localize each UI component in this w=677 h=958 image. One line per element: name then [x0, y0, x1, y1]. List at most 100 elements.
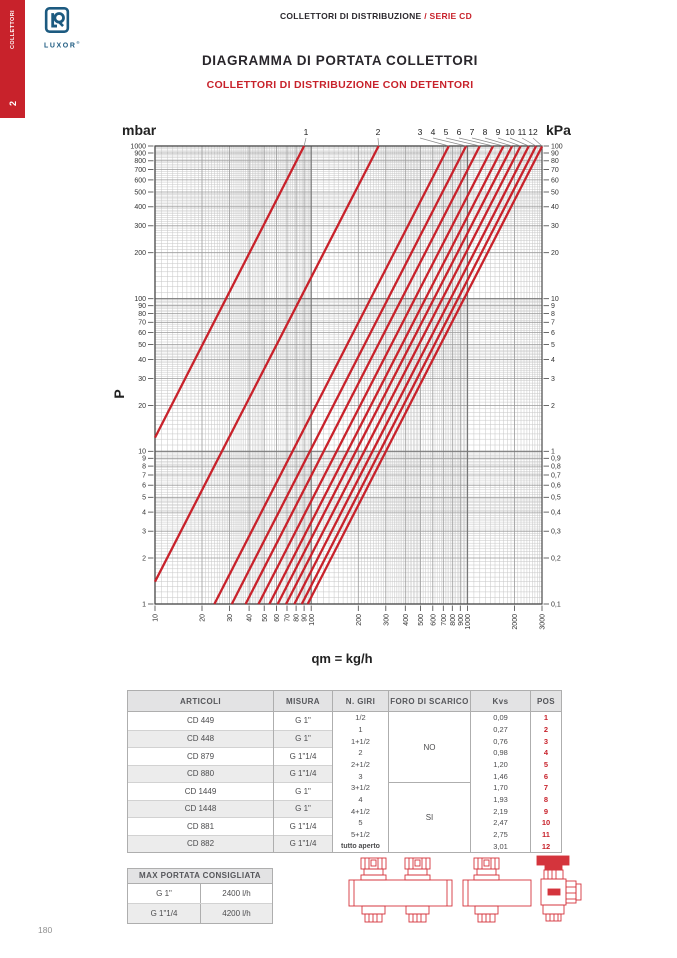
svg-text:2: 2 — [551, 403, 555, 410]
svg-text:6: 6 — [142, 483, 146, 490]
manifold-right — [462, 855, 582, 923]
brand-name: LUXOR — [44, 42, 77, 50]
kvs-curve-6 — [257, 145, 495, 605]
svg-text:8: 8 — [142, 464, 146, 471]
svg-text:0,2: 0,2 — [551, 555, 561, 562]
svg-text:60: 60 — [138, 330, 146, 337]
svg-text:50: 50 — [262, 614, 269, 622]
y-right-unit-label: kPa — [546, 122, 571, 138]
valve-cap-icon — [360, 857, 387, 881]
svg-text:900: 900 — [134, 150, 146, 157]
pos-cell: 12 — [541, 841, 551, 851]
x-axis-ticks: 10 20 30 40 50 60 70 80 90 100 200 300 400 500 600 700 8… — [153, 605, 547, 630]
outlet-fitting-icon — [474, 905, 499, 923]
max-size-cell: G 1" — [156, 889, 172, 898]
pos-cell: 8 — [543, 794, 549, 804]
svg-text:40: 40 — [138, 357, 146, 364]
kvs-curve-2 — [153, 145, 380, 583]
pos-cell: 2 — [543, 724, 549, 734]
svg-text:900: 900 — [458, 614, 465, 626]
article-size-cell: G 1"1/4 — [274, 747, 332, 765]
curve-label-7: 7 — [470, 127, 475, 137]
svg-text:90: 90 — [138, 303, 146, 310]
foro-cell-no: NO — [423, 742, 436, 752]
misura-column: G 1" G 1" G 1"1/4 G 1"1/4 G 1" G 1" G 1"1/4 G 1… — [274, 712, 333, 852]
kvs-cell: 2,47 — [493, 818, 508, 828]
curve-label-10: 10 — [505, 127, 515, 137]
grid — [154, 145, 543, 605]
svg-text:500: 500 — [418, 614, 425, 626]
giri-cell: 1 — [358, 724, 363, 734]
svg-text:1000: 1000 — [465, 614, 472, 630]
kvs-curve-4 — [230, 145, 468, 605]
manifold-drawing — [343, 853, 583, 958]
curve-label-4: 4 — [431, 127, 436, 137]
pos-cell: 4 — [543, 748, 549, 758]
curve-labels: 1 2 3 4 5 6 7 8 9 10 11 12 — [304, 127, 543, 147]
svg-text:30: 30 — [227, 614, 234, 622]
svg-text:3000: 3000 — [540, 614, 547, 630]
svg-text:0,5: 0,5 — [551, 495, 561, 502]
svg-text:4: 4 — [142, 510, 146, 517]
svg-text:100: 100 — [551, 143, 563, 150]
max-flow-cell: 4200 l/h — [200, 904, 272, 923]
svg-text:3: 3 — [142, 529, 146, 536]
svg-text:40: 40 — [247, 614, 254, 622]
kvs-curve-7 — [268, 145, 505, 605]
column-header-n-giri: N. GIRI — [333, 691, 389, 711]
curve-label-11: 11 — [518, 127, 527, 137]
page-subtitle: COLLETTORI DI DISTRIBUZIONE CON DETENTOR… — [206, 79, 474, 91]
pos-cell: 6 — [543, 771, 549, 781]
articoli-column: CD 449 CD 448 CD 879 CD 880 CD 1449 CD 1448 CD… — [128, 712, 274, 852]
foro-column: NO SI — [389, 712, 471, 852]
page-title: DIAGRAMMA DI PORTATA COLLETTORI — [201, 53, 479, 68]
valve-cap-icon — [404, 857, 431, 881]
pos-cell: 10 — [541, 818, 551, 828]
flow-table: ARTICOLI MISURA N. GIRI FORO DI SCARICO Kvs P… — [127, 690, 562, 853]
svg-text:30: 30 — [551, 223, 559, 230]
giri-cell: 5+1/2 — [351, 829, 370, 839]
article-code-cell: CD 1448 — [128, 799, 273, 817]
svg-text:200: 200 — [134, 250, 146, 257]
svg-text:6: 6 — [551, 330, 555, 337]
svg-text:20: 20 — [138, 403, 146, 410]
kvs-curve-3 — [213, 145, 450, 605]
shutoff-valve-icon — [536, 855, 582, 922]
column-header-articoli: ARTICOLI — [128, 691, 274, 711]
column-header-foro-di-scarico: FORO DI SCARICO — [389, 691, 471, 711]
article-size-cell: G 1"1/4 — [274, 834, 332, 852]
table-row: G 1"1/4 4200 l/h — [128, 904, 272, 923]
kvs-cell: 0,09 — [493, 713, 508, 723]
curve-label-2: 2 — [376, 127, 381, 137]
max-size-cell: G 1"1/4 — [150, 909, 178, 918]
curve-label-6: 6 — [457, 127, 462, 137]
article-size-cell: G 1" — [274, 799, 332, 817]
giri-cell: 2+1/2 — [351, 759, 370, 769]
svg-text:70: 70 — [285, 614, 292, 622]
giri-cell: 1+1/2 — [351, 736, 370, 746]
kvs-curve-8 — [276, 145, 514, 605]
svg-text:0,8: 0,8 — [551, 464, 561, 471]
svg-text:5: 5 — [551, 342, 555, 349]
curve-label-1: 1 — [304, 127, 309, 137]
svg-text:10: 10 — [551, 296, 559, 303]
curve-label-9: 9 — [496, 127, 501, 137]
curve-label-12: 12 — [528, 127, 538, 137]
flow-chart-svg: 1 2 3 4 5 6 7 8 9 10 11 121000900800700600500400300… — [111, 122, 571, 666]
kvs-cell: 2,19 — [493, 806, 508, 816]
svg-text:20: 20 — [551, 250, 559, 257]
giri-cell: 1/2 — [355, 713, 366, 723]
svg-text:80: 80 — [294, 614, 301, 622]
section-tab: 2 COLLETTORI — [0, 0, 25, 118]
svg-text:1: 1 — [551, 449, 555, 456]
svg-text:800: 800 — [450, 614, 457, 626]
kvs-cell: 0,98 — [493, 748, 508, 758]
svg-text:1: 1 — [142, 601, 146, 608]
svg-text:10: 10 — [138, 449, 146, 456]
flow-table-header: ARTICOLI MISURA N. GIRI FORO DI SCARICO Kvs P… — [128, 691, 561, 712]
svg-text:0,4: 0,4 — [551, 510, 561, 517]
article-code-cell: CD 881 — [128, 817, 273, 835]
svg-text:5: 5 — [142, 495, 146, 502]
max-flow-cell: 2400 l/h — [200, 884, 272, 903]
kvs-curve-11 — [300, 145, 538, 605]
